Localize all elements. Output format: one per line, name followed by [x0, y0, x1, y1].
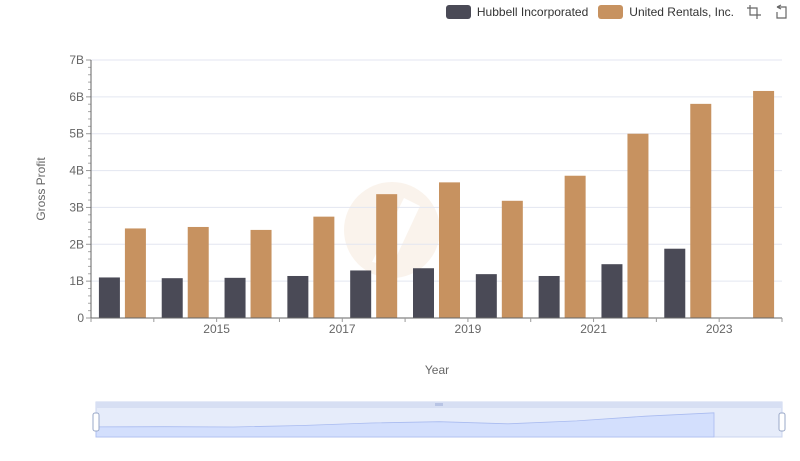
bar-hubbell-2022[interactable]: [601, 264, 623, 318]
x-tick-label: 2017: [329, 322, 356, 336]
y-axis-title: Gross Profit: [34, 157, 48, 221]
x-tick-label: 2021: [580, 322, 607, 336]
x-tick-label: 2015: [203, 322, 230, 336]
zoom-preview-area: [95, 412, 715, 438]
bar-hubbell-2015[interactable]: [161, 278, 183, 318]
y-axis: 0 1B 2B 3B 4B 5B 6B 7B: [69, 53, 92, 325]
y-tick-label: 5B: [69, 127, 84, 141]
y-tick-label: 7B: [69, 53, 84, 67]
data-zoom-slider[interactable]: [92, 401, 786, 438]
bar-united-rentals-2019[interactable]: [439, 182, 460, 318]
y-tick-label: 0: [77, 311, 84, 325]
legend: Hubbell Incorporated United Rentals, Inc…: [445, 4, 790, 20]
bar-united-rentals-2021[interactable]: [564, 175, 586, 318]
zoom-handle-left[interactable]: [92, 412, 100, 432]
x-axis-title: Year: [425, 363, 449, 377]
bar-united-rentals-2024[interactable]: [753, 90, 775, 319]
zoom-handle-right[interactable]: [778, 412, 786, 432]
bar-hubbell-2021[interactable]: [538, 275, 560, 318]
restore-icon[interactable]: [774, 4, 790, 20]
bars: [98, 90, 775, 319]
y-tick-label: 1B: [69, 274, 84, 288]
bar-hubbell-2023[interactable]: [664, 248, 686, 318]
legend-swatch-hubbell: [445, 5, 471, 19]
legend-label-united-rentals: United Rentals, Inc.: [629, 5, 734, 19]
bar-united-rentals-2018[interactable]: [376, 194, 398, 318]
bar-hubbell-2016[interactable]: [224, 277, 246, 318]
legend-label-hubbell: Hubbell Incorporated: [476, 5, 589, 19]
x-axis: 2015 2017 2019 2021 2023: [90, 317, 783, 336]
bar-united-rentals-2016[interactable]: [250, 229, 272, 318]
legend-item-united-rentals[interactable]: United Rentals, Inc.: [598, 5, 734, 19]
x-tick-label: 2023: [706, 322, 733, 336]
y-tick-label: 2B: [69, 237, 84, 251]
zoom-icon[interactable]: [746, 4, 762, 20]
legend-swatch-united-rentals: [598, 5, 624, 19]
bar-united-rentals-2015[interactable]: [187, 226, 209, 318]
bar-hubbell-2020[interactable]: [475, 274, 497, 318]
bar-united-rentals-2022[interactable]: [627, 133, 649, 318]
bar-hubbell-2019[interactable]: [413, 268, 434, 318]
bar-hubbell-2018[interactable]: [350, 270, 372, 318]
y-tick-label: 6B: [69, 90, 84, 104]
bar-united-rentals-2014[interactable]: [124, 228, 146, 318]
bar-hubbell-2017[interactable]: [287, 275, 309, 318]
y-tick-label: 4B: [69, 164, 84, 178]
bar-united-rentals-2020[interactable]: [501, 200, 523, 318]
x-tick-label: 2019: [455, 322, 482, 336]
legend-item-hubbell[interactable]: Hubbell Incorporated: [445, 5, 589, 19]
bar-united-rentals-2017[interactable]: [313, 216, 335, 318]
bar-united-rentals-2023[interactable]: [690, 103, 712, 318]
zoom-move-handle[interactable]: [435, 403, 443, 406]
y-tick-label: 3B: [69, 200, 84, 214]
bar-hubbell-2014[interactable]: [98, 277, 120, 318]
